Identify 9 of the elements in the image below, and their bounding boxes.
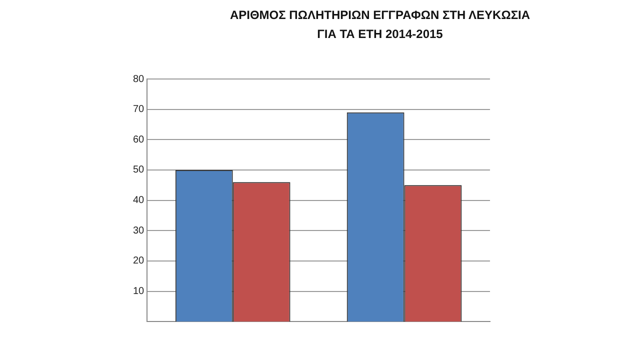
y-tick-label: 70 — [133, 104, 145, 116]
y-tick-label: 50 — [133, 164, 145, 176]
y-tick-label: 40 — [133, 195, 145, 206]
y-tick-label: 10 — [133, 286, 145, 298]
y-tick-label: 20 — [133, 256, 145, 267]
y-tick-label: 60 — [133, 134, 145, 146]
chart-title: ΑΡΙΘΜΟΣ ΠΩΛΗΤΗΡΙΩΝ ΕΓΓΡΑΦΩΝ ΣΤΗ ΛΕΥΚΩΣΙΑ ΓΙΑ ΤΑ ΕΤΗ 2014-2015 — [228, 7, 532, 43]
y-tick-label: 30 — [133, 225, 145, 236]
y-tick-label: 80 — [133, 74, 145, 85]
